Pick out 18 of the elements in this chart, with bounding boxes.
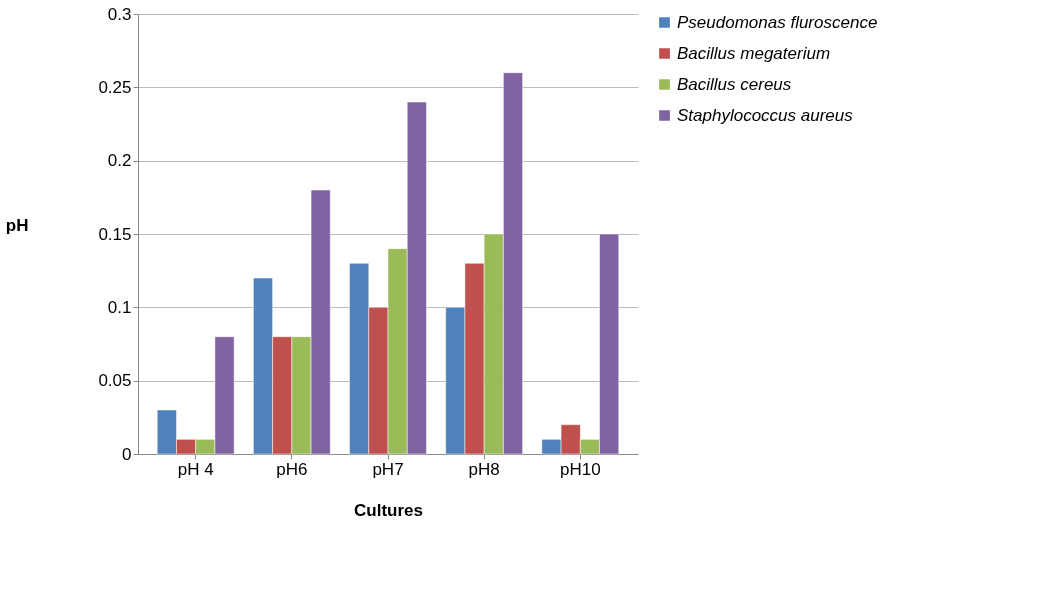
x-tick-label: pH7	[372, 459, 404, 479]
x-tick-label: pH6	[276, 459, 308, 479]
x-axis-title: Cultures	[354, 500, 423, 520]
y-tick-label: 0.3	[107, 4, 132, 24]
legend-label: Pseudomonas fluroscence	[677, 12, 878, 32]
y-tick-label: 0.15	[98, 224, 132, 244]
x-tick-label: pH 4	[177, 459, 214, 479]
y-tick-label: 0.25	[98, 77, 132, 97]
legend-label: Staphylococcus aureus	[677, 105, 854, 125]
y-tick-label: 0.1	[107, 297, 132, 317]
y-tick-label: 0	[122, 444, 132, 464]
x-tick-label: pH8	[468, 459, 500, 479]
legend-label: Bacillus megaterium	[677, 43, 831, 63]
y-axis-title: pH	[5, 215, 29, 235]
y-tick-label: 0.05	[98, 371, 132, 391]
x-tick-label: pH10	[559, 459, 601, 479]
y-tick-label: 0.2	[107, 151, 132, 171]
legend-label: Bacillus cereus	[677, 74, 792, 94]
